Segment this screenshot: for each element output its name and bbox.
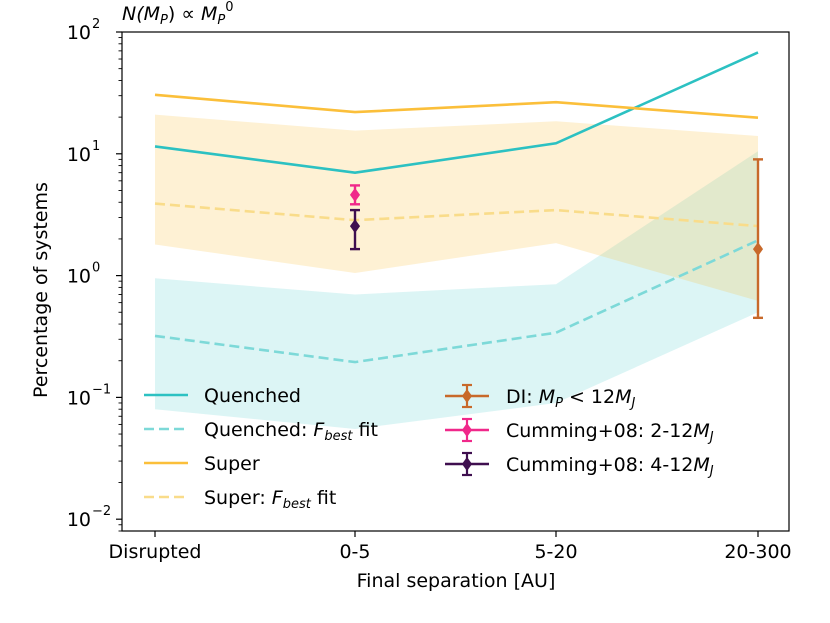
- chart-title: N(MP) ∝ MP0: [122, 0, 234, 28]
- y-tick-label: 10: [67, 387, 91, 409]
- y-tick-label: 10: [67, 22, 91, 44]
- legend-entry-4: DI: MP < 12MJ: [445, 383, 636, 411]
- legend-entry-3: Super: Fbest fit: [144, 487, 336, 512]
- series-lines: [154, 51, 759, 364]
- series-line-3: [154, 202, 759, 228]
- legend-entry-0: Quenched: [144, 385, 301, 407]
- y-tick-label: 10: [67, 144, 91, 166]
- legend-marker: [461, 389, 473, 403]
- legend-label: Super: Fbest fit: [204, 487, 336, 512]
- legend-entry-5: Cumming+08: 2-12MJ: [445, 417, 714, 445]
- y-tick-label: 10: [67, 509, 91, 531]
- legend-entry-1: Quenched: Fbest fit: [144, 419, 378, 444]
- y-tick-label: 10: [67, 266, 91, 288]
- series-line-1: [154, 239, 759, 364]
- legend-label: Quenched: [204, 385, 301, 407]
- errorbar-2: [349, 208, 361, 251]
- legend-label: Quenched: Fbest fit: [204, 419, 378, 444]
- band-1: [155, 114, 758, 301]
- y-tick-exponent: −1: [92, 382, 111, 397]
- y-tick-exponent: 0: [92, 261, 100, 276]
- legend-marker: [461, 457, 473, 471]
- x-tick-label: Disrupted: [109, 541, 202, 563]
- legend: Quenched Quenched: Fbest fit Super Super: F…: [144, 383, 714, 512]
- series-line-2: [154, 93, 759, 119]
- errorbar-marker: [752, 242, 764, 257]
- band-0: [155, 151, 758, 429]
- legend-marker: [461, 423, 473, 437]
- legend-label: DI: MP < 12MJ: [506, 386, 636, 411]
- legend-label: Cumming+08: 4-12MJ: [506, 454, 714, 479]
- errorbar-points: [349, 158, 764, 320]
- series-line-0: [154, 51, 759, 175]
- x-tick-label: 5-20: [534, 541, 577, 563]
- errorbar-0: [752, 158, 764, 320]
- errorbar-1: [349, 184, 361, 206]
- legend-entry-6: Cumming+08: 4-12MJ: [445, 451, 714, 479]
- y-axis-title: Percentage of systems: [30, 182, 52, 398]
- y-tick-exponent: 2: [92, 17, 100, 32]
- x-axis-title: Final separation [AU]: [357, 570, 556, 592]
- y-tick-exponent: 1: [92, 139, 100, 154]
- x-tick-label: 20-300: [724, 541, 791, 563]
- legend-label: Cumming+08: 2-12MJ: [506, 420, 714, 445]
- legend-entry-2: Super: [144, 453, 260, 475]
- confidence-bands: [155, 114, 758, 429]
- errorbar-marker: [349, 187, 361, 202]
- errorbar-marker: [349, 219, 361, 234]
- y-tick-exponent: −2: [92, 504, 111, 519]
- legend-label: Super: [204, 453, 260, 475]
- x-tick-label: 0-5: [339, 541, 370, 563]
